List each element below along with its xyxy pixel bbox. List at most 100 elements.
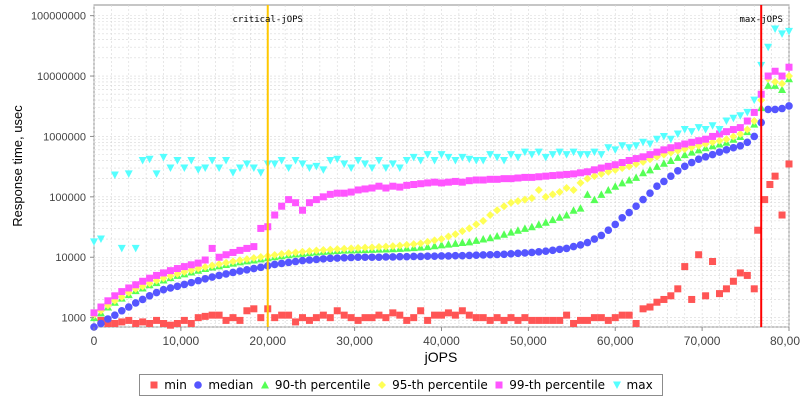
median-point xyxy=(145,291,154,300)
99-th-percentile-point xyxy=(243,244,251,252)
min-point xyxy=(305,316,313,324)
95-th-percentile-point xyxy=(576,178,585,187)
max-point xyxy=(736,112,745,120)
min-point xyxy=(556,316,564,324)
median-point xyxy=(611,220,620,229)
99-th-percentile-point xyxy=(97,303,105,311)
99-th-percentile-point xyxy=(549,172,557,180)
median-point xyxy=(639,195,647,204)
90-th-percentile-point xyxy=(500,230,509,238)
min-point xyxy=(702,292,710,300)
95-th-percentile-point xyxy=(479,216,488,225)
min-point xyxy=(754,226,762,234)
99-th-percentile-point xyxy=(125,284,133,292)
median-point xyxy=(597,231,606,240)
max-point xyxy=(187,156,196,165)
95-th-percentile-point xyxy=(597,169,606,178)
median-point xyxy=(111,311,119,319)
legend-label: max xyxy=(626,378,653,392)
max-point xyxy=(409,153,418,162)
95-th-percentile-point xyxy=(388,242,397,251)
min-point xyxy=(583,316,591,324)
legend-swatch xyxy=(194,381,203,389)
99-th-percentile-point xyxy=(681,140,689,148)
max-point xyxy=(743,108,752,117)
x-tick-label: 10,000 xyxy=(163,334,200,348)
90-th-percentile-point xyxy=(472,236,481,244)
median-point xyxy=(680,162,689,171)
min-point xyxy=(549,316,557,324)
99-th-percentile-point xyxy=(333,189,341,197)
min-point xyxy=(451,311,459,319)
max-point xyxy=(180,164,189,173)
90-th-percentile-point xyxy=(597,190,606,198)
min-point xyxy=(215,311,223,319)
95-th-percentile-point xyxy=(562,184,571,193)
min-point xyxy=(500,316,508,324)
legend-marker xyxy=(378,381,387,389)
95-th-percentile-point xyxy=(743,125,752,134)
min-point xyxy=(312,314,320,322)
max-point xyxy=(374,156,383,165)
max-point xyxy=(771,25,780,34)
min-point xyxy=(410,314,418,322)
99-th-percentile-point xyxy=(750,108,758,116)
95-th-percentile-point xyxy=(229,257,237,266)
90-th-percentile-point xyxy=(652,162,661,170)
critical-jops-label: critical-jOPS xyxy=(233,15,303,25)
median-point xyxy=(368,253,376,262)
99-th-percentile-point xyxy=(702,135,710,143)
median-point xyxy=(333,254,342,262)
95-th-percentile-point xyxy=(249,254,258,263)
min-point xyxy=(438,311,445,319)
95-th-percentile-point xyxy=(590,172,599,181)
99-th-percentile-point xyxy=(444,178,452,186)
x-tick-label: 70,000 xyxy=(684,334,721,348)
min-point xyxy=(361,314,369,322)
median-point xyxy=(514,249,522,258)
min-point xyxy=(229,314,237,322)
99-th-percentile-point xyxy=(743,117,751,125)
95-th-percentile-point xyxy=(354,244,363,253)
median-point xyxy=(555,245,564,254)
99-th-percentile-point xyxy=(500,175,508,183)
99-th-percentile-point xyxy=(646,151,654,159)
max-point xyxy=(430,156,439,165)
min-point xyxy=(347,314,355,322)
99-th-percentile-point xyxy=(326,190,334,198)
99-th-percentile-point xyxy=(493,175,501,183)
median-point xyxy=(118,306,126,315)
min-point xyxy=(278,311,286,319)
95-th-percentile-point xyxy=(771,77,780,86)
max-point xyxy=(576,151,585,159)
min-point xyxy=(528,316,536,324)
x-tick-label: 80,00 xyxy=(770,334,800,348)
min-point xyxy=(729,277,737,285)
median-point xyxy=(736,141,745,150)
99-th-percentile-point xyxy=(361,185,369,193)
95-th-percentile-point xyxy=(785,72,793,81)
max-point xyxy=(235,164,244,173)
legend-swatch xyxy=(495,381,503,389)
min-point xyxy=(590,314,598,322)
median-point xyxy=(423,252,432,261)
90-th-percentile-point xyxy=(465,237,474,246)
max-point xyxy=(541,153,550,162)
median-point xyxy=(124,303,133,311)
99-th-percentile-point xyxy=(556,171,564,179)
median-point xyxy=(618,213,626,222)
95-th-percentile-point xyxy=(555,188,564,197)
max-point xyxy=(715,126,724,134)
median-point xyxy=(277,259,286,268)
99-th-percentile-point xyxy=(118,288,126,296)
max-point xyxy=(764,43,773,52)
max-point xyxy=(110,171,119,179)
90-th-percentile-point xyxy=(444,240,453,248)
series-layer xyxy=(90,25,793,331)
legend-swatch xyxy=(378,381,387,389)
90-th-percentile-point xyxy=(507,228,515,236)
min-point xyxy=(444,309,452,317)
max-point xyxy=(131,244,140,253)
min-point xyxy=(431,311,439,319)
90-th-percentile-point xyxy=(548,215,557,224)
